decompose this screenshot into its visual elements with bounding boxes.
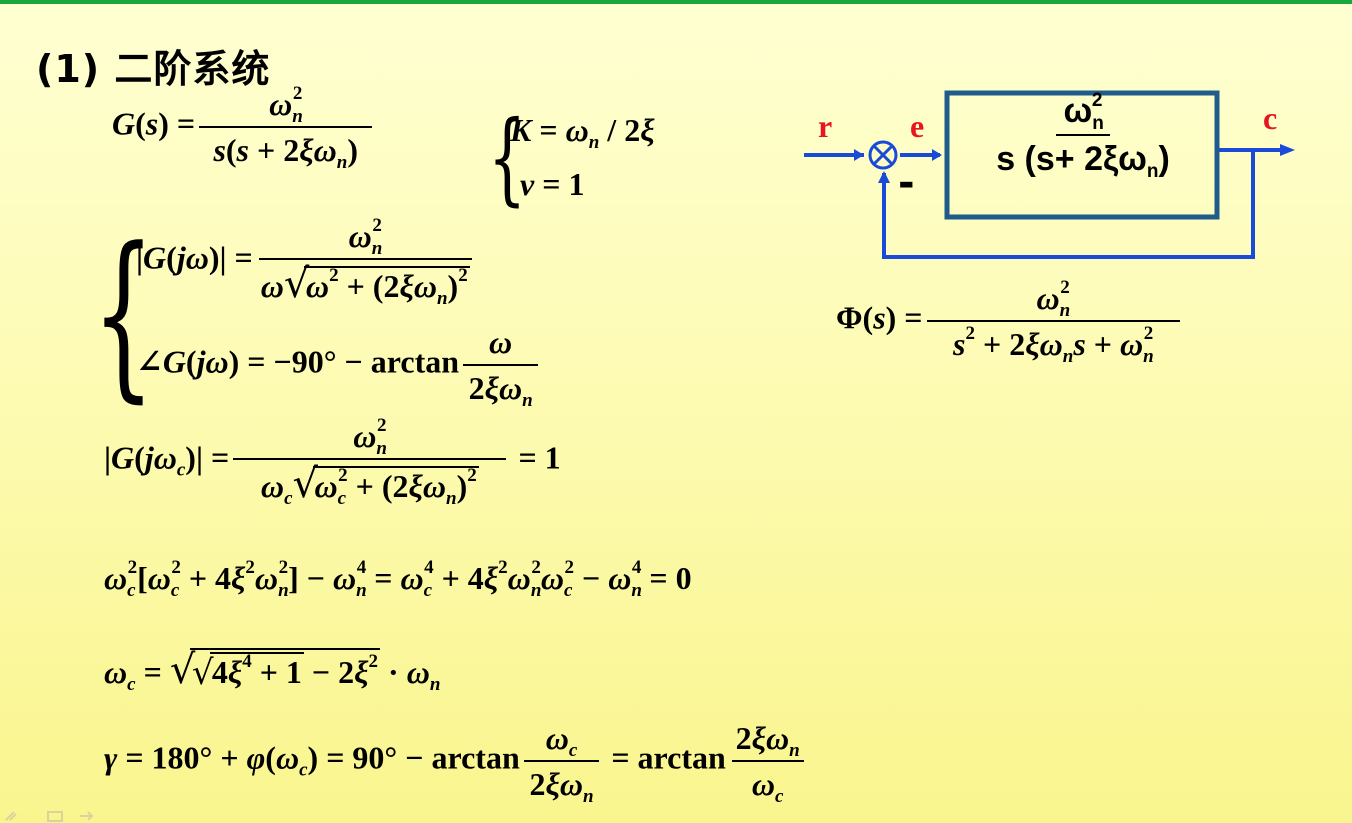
block-diagram <box>804 90 1295 259</box>
equation-phase-margin: γ = 180° + φ(ωc) = 90° − arctan ωc 2ξωn = … <box>104 722 809 806</box>
transfer-block <box>944 90 1220 220</box>
equation-crossover-condition: |G(jωc)| = ωn2 ωc √ ωc2 + (2ξωn)2 = 1 <box>104 415 561 509</box>
equation-magnitude: |G(jω)| = ωn2 ω √ ω2 + (2ξωn)2 <box>136 216 478 308</box>
slideshow-controls[interactable] <box>0 806 120 823</box>
summing-junction <box>868 140 898 170</box>
equation-gain-k: K = ωn / 2ξ <box>510 112 655 153</box>
minus-sign: - <box>898 160 915 206</box>
frequency-response-brace: { <box>92 210 155 419</box>
equation-open-loop-tf: G(s) = ωn2 s(s + 2ξωn) <box>112 84 376 172</box>
input-label: r <box>818 108 833 144</box>
equation-phase: ∠G(jω) = −90° − arctan ω 2ξωn <box>136 326 542 410</box>
equation-type-v: v = 1 <box>520 166 585 202</box>
equation-quartic: ωc2[ωc2 + 4ξ2ωn2] − ωn4 = ωc4 + 4ξ2ωn2ωc… <box>104 557 692 601</box>
system-type-brace: { <box>488 99 527 216</box>
block-transfer-function: ωn2 s (s+ 2ξωn) <box>996 90 1170 182</box>
page-title: (1) 二阶系统 <box>36 47 271 91</box>
equation-crossover-frequency: ωc = √ √ 4ξ4 + 1 − 2ξ2 · ωn <box>104 647 441 695</box>
equation-closed-loop-tf: Φ(s) = ωn2 s2 + 2ξωns + ωn2 <box>836 278 1184 366</box>
top-accent-bar <box>0 0 1352 4</box>
output-label: c <box>1263 100 1278 136</box>
error-label: e <box>910 108 925 144</box>
